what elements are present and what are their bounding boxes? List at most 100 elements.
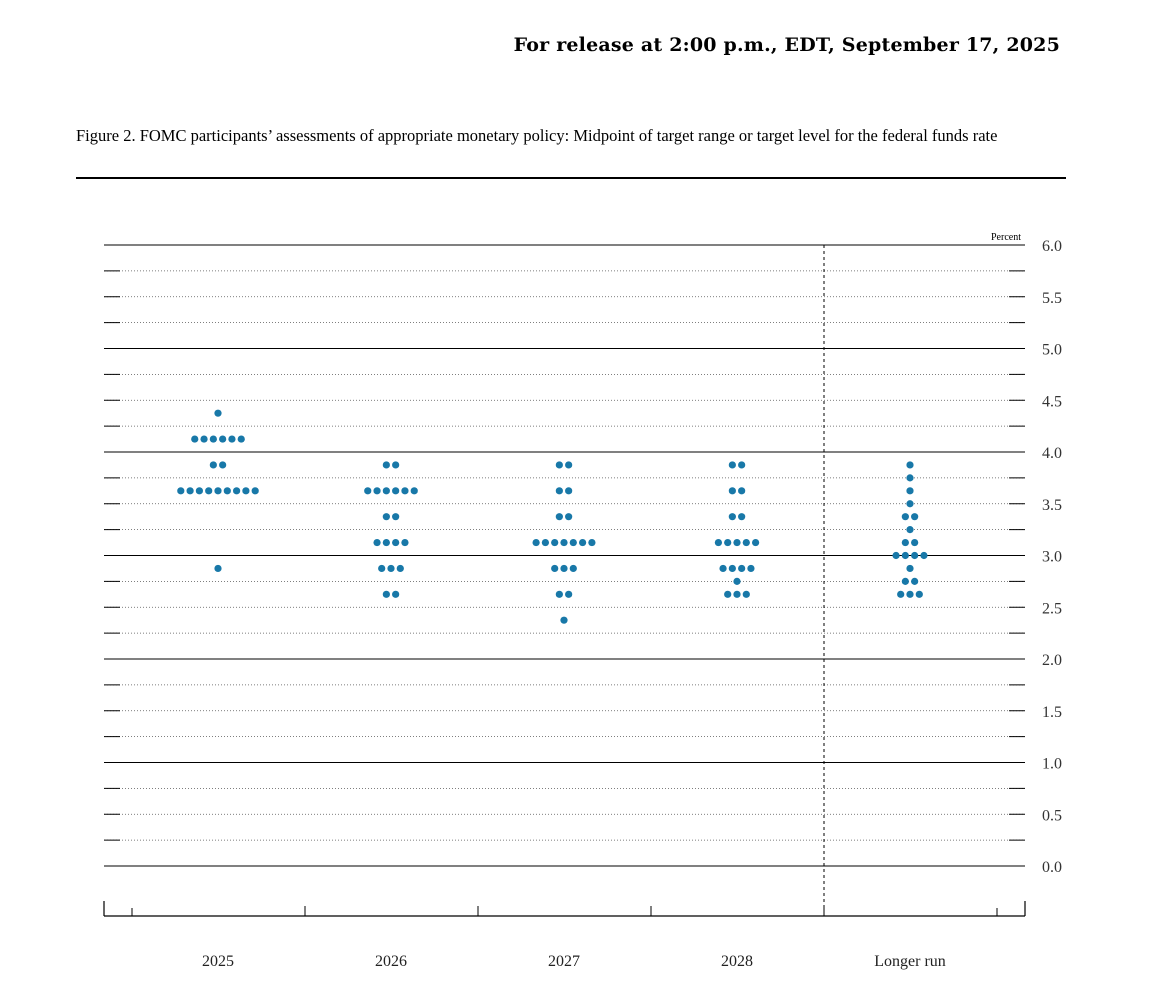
- participant-dot: [396, 564, 404, 573]
- participant-dot: [724, 538, 732, 547]
- participant-dot: [742, 538, 750, 547]
- y-tick-label: 3.0: [1042, 549, 1062, 566]
- participant-dot: [382, 538, 390, 547]
- release-banner: For release at 2:00 p.m., EDT, September…: [513, 34, 1060, 56]
- x-category-label: Longer run: [874, 953, 946, 970]
- participant-dot: [223, 487, 231, 495]
- participant-dot: [191, 435, 199, 443]
- y-tick-label: 2.5: [1042, 600, 1062, 617]
- participant-dot: [219, 435, 227, 443]
- participant-dot: [733, 590, 741, 598]
- participant-dot: [901, 538, 909, 547]
- participant-dot: [906, 487, 914, 495]
- participant-dot: [906, 461, 914, 469]
- participant-dot: [219, 461, 227, 469]
- participant-dot: [569, 538, 577, 547]
- participant-dot: [382, 590, 390, 598]
- participant-dot: [214, 409, 222, 417]
- participant-dot: [733, 538, 741, 547]
- participant-dot: [401, 538, 409, 547]
- unit-label: Percent: [991, 232, 1021, 243]
- participant-dot: [565, 590, 573, 598]
- participant-dot: [560, 564, 568, 573]
- participant-dot: [209, 461, 217, 469]
- participant-dot: [551, 564, 559, 573]
- figure-caption: Figure 2. FOMC participants’ assessments…: [76, 126, 998, 145]
- participant-dot: [719, 564, 727, 573]
- x-category-label: 2026: [375, 953, 407, 970]
- participant-dot: [392, 461, 400, 469]
- participant-dot: [738, 513, 746, 521]
- participant-dot: [392, 538, 400, 547]
- participant-dot: [392, 513, 400, 521]
- participant-dot: [906, 564, 914, 573]
- participant-dot: [195, 487, 203, 495]
- participant-dot: [728, 564, 736, 573]
- participant-dot: [200, 435, 208, 443]
- participant-dot: [738, 487, 746, 495]
- participant-dot: [724, 590, 732, 598]
- participant-dot: [560, 538, 568, 547]
- participant-dot: [565, 513, 573, 521]
- participant-dot: [551, 538, 559, 547]
- participant-dot: [911, 513, 919, 521]
- participant-dot: [555, 487, 563, 495]
- participant-dot: [915, 590, 923, 598]
- participant-dot: [906, 526, 914, 534]
- participant-dot: [897, 590, 905, 598]
- participant-dot: [911, 577, 919, 585]
- dots-layer: [177, 409, 928, 624]
- participant-dot: [373, 538, 381, 547]
- participant-dot: [214, 564, 222, 573]
- x-category-label: 2027: [548, 953, 580, 970]
- participant-dot: [205, 487, 213, 495]
- participant-dot: [588, 538, 596, 547]
- participant-dot: [906, 474, 914, 482]
- participant-dot: [373, 487, 381, 495]
- participant-dot: [906, 590, 914, 598]
- y-tick-labels: 6.0 5.5 5.0 4.5 4.0 3.5 3.0 2.5 2.0 1.5 1.0 0.5 0.0: [1042, 238, 1062, 876]
- participant-dot: [911, 538, 919, 547]
- participant-dot: [920, 551, 928, 560]
- participant-dot: [401, 487, 409, 495]
- participant-dot: [209, 435, 217, 443]
- participant-dot: [242, 487, 250, 495]
- participant-dot: [733, 577, 741, 585]
- participant-dot: [387, 564, 395, 573]
- participant-dot: [579, 538, 587, 547]
- participant-dot: [177, 487, 185, 495]
- participant-dot: [892, 551, 900, 560]
- participant-dot: [410, 487, 418, 495]
- participant-dot: [555, 461, 563, 469]
- participant-dot: [906, 500, 914, 508]
- participant-dot: [214, 487, 222, 495]
- participant-dot: [541, 538, 550, 547]
- participant-dot: [738, 461, 746, 469]
- participant-dot: [728, 487, 736, 495]
- x-category-labels: 2025 2026 2027 2028 Longer run: [202, 953, 946, 970]
- y-tick-label: 4.0: [1042, 445, 1062, 462]
- participant-dot: [728, 461, 736, 469]
- x-category-label: 2028: [721, 953, 753, 970]
- participant-dot: [532, 538, 540, 547]
- participant-dot: [392, 487, 400, 495]
- participant-dot: [392, 590, 400, 598]
- participant-dot: [714, 538, 723, 547]
- participant-dot: [911, 551, 919, 560]
- participant-dot: [378, 564, 386, 573]
- participant-dot: [738, 564, 746, 573]
- participant-dot: [364, 487, 372, 495]
- participant-dot: [382, 461, 390, 469]
- participant-dot: [565, 487, 573, 495]
- participant-dot: [901, 513, 909, 521]
- participant-dot: [186, 487, 194, 495]
- y-tick-label: 1.5: [1042, 704, 1062, 721]
- participant-dot: [728, 513, 736, 521]
- participant-dot: [560, 616, 568, 624]
- participant-dot: [228, 435, 236, 443]
- participant-dot: [382, 487, 390, 495]
- grid-lines: [104, 244, 1025, 867]
- y-tick-label: 4.5: [1042, 393, 1062, 410]
- y-tick-label: 0.5: [1042, 807, 1062, 824]
